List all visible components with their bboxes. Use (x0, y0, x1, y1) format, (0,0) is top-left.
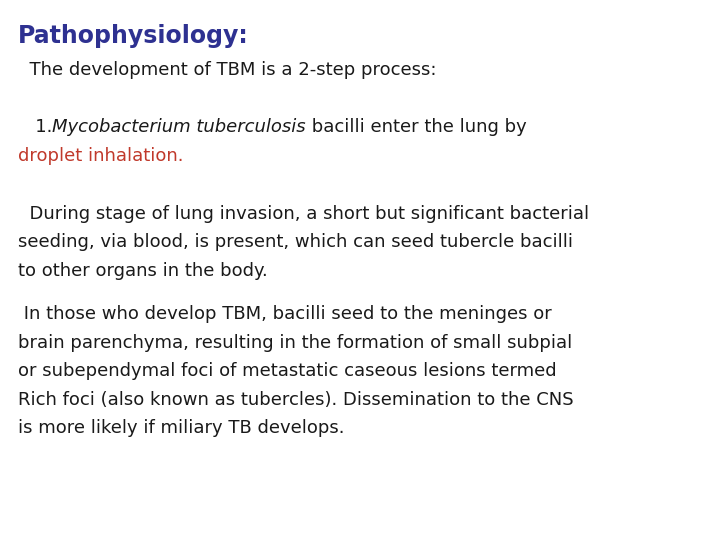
Text: is more likely if miliary TB develops.: is more likely if miliary TB develops. (18, 420, 344, 437)
Text: to other organs in the body.: to other organs in the body. (18, 262, 268, 280)
Text: or subependymal foci of metastatic caseous lesions termed: or subependymal foci of metastatic caseo… (18, 362, 557, 380)
Text: The development of TBM is a 2-step process:: The development of TBM is a 2-step proce… (18, 60, 436, 79)
Text: droplet inhalation.: droplet inhalation. (18, 147, 184, 165)
Text: Mycobacterium tuberculosis: Mycobacterium tuberculosis (53, 118, 306, 137)
Text: seeding, via blood, is present, which can seed tubercle bacilli: seeding, via blood, is present, which ca… (18, 233, 573, 251)
Text: In those who develop TBM, bacilli seed to the meninges or: In those who develop TBM, bacilli seed t… (18, 305, 552, 323)
Text: 1.: 1. (18, 118, 53, 137)
Text: Pathophysiology:: Pathophysiology: (18, 24, 248, 48)
Text: brain parenchyma, resulting in the formation of small subpial: brain parenchyma, resulting in the forma… (18, 334, 572, 352)
Text: Rich foci (also known as tubercles). Dissemination to the CNS: Rich foci (also known as tubercles). Dis… (18, 391, 574, 409)
Text: During stage of lung invasion, a short but significant bacterial: During stage of lung invasion, a short b… (18, 205, 589, 222)
Text: bacilli enter the lung by: bacilli enter the lung by (306, 118, 527, 137)
